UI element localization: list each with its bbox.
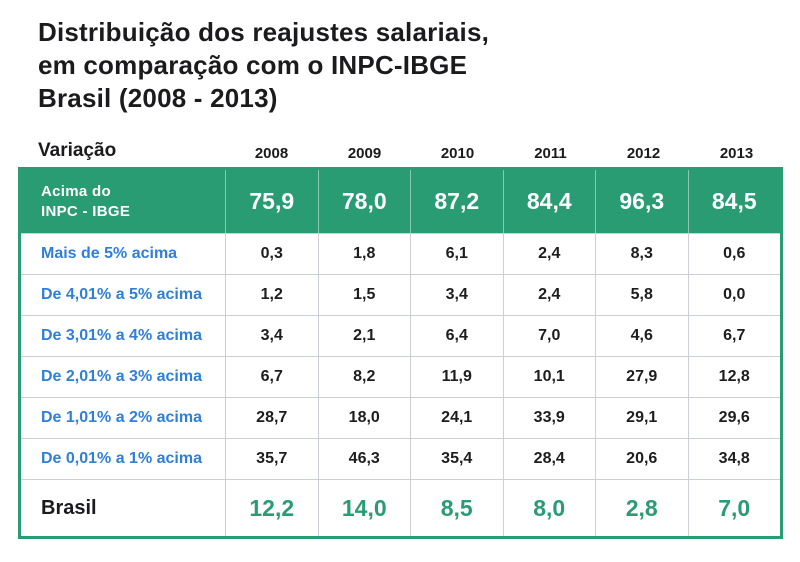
- table-cell: 12,2: [225, 480, 318, 537]
- table-cell: 1,8: [317, 234, 411, 275]
- table-row: De 3,01% a 4% acima 3,4 2,1 6,4 7,0 4,6 …: [21, 315, 781, 357]
- year-header-2009: 2009: [347, 145, 382, 163]
- table-cell: 29,6: [687, 398, 781, 439]
- table-cell: 96,3: [595, 170, 688, 234]
- page-title: Distribuição dos reajustes salariais, em…: [38, 16, 800, 114]
- table-cell: 0,6: [687, 234, 781, 275]
- row-label: De 4,01% a 5% acima: [41, 286, 202, 304]
- table-cell: 87,2: [410, 170, 503, 234]
- table-cell: 0,0: [687, 275, 781, 316]
- table-cell: 84,5: [687, 170, 781, 234]
- table-cell: 6,4: [410, 316, 503, 357]
- table-cell: 27,9: [595, 357, 688, 398]
- table-cell: 12,8: [687, 357, 781, 398]
- table-cell: 8,3: [595, 234, 688, 275]
- table-cell: 3,4: [410, 275, 503, 316]
- table-cell: 34,8: [687, 439, 781, 480]
- table-cell: 84,4: [502, 170, 596, 234]
- table-cell: 7,0: [502, 316, 596, 357]
- row-label: De 0,01% a 1% acima: [41, 450, 202, 468]
- table-cell: 1,2: [225, 275, 318, 316]
- column-header-row: Variação 2008 2009 2010 2011 2012 2013: [18, 140, 783, 162]
- row-label-line-2: INPC - IBGE: [41, 202, 131, 220]
- table-cell: 5,8: [595, 275, 688, 316]
- table-row: De 2,01% a 3% acima 6,7 8,2 11,9 10,1 27…: [21, 356, 781, 398]
- table-cell: 6,7: [225, 357, 318, 398]
- table-cell: 28,4: [502, 439, 596, 480]
- year-header-2010: 2010: [440, 145, 475, 163]
- year-header-2012: 2012: [626, 145, 661, 163]
- table-cell: 46,3: [317, 439, 411, 480]
- table-cell: 28,7: [225, 398, 318, 439]
- table-header-row-acima-inpc: Acima do INPC - IBGE 75,9 78,0 87,2 84,4…: [21, 170, 781, 234]
- table-footer-row-brasil: Brasil 12,2 14,0 8,5 8,0 2,8 7,0: [21, 479, 781, 537]
- row-label: De 1,01% a 2% acima: [41, 409, 202, 427]
- table-cell: 3,4: [225, 316, 318, 357]
- table-cell: 14,0: [317, 480, 411, 537]
- table-cell: 2,1: [317, 316, 411, 357]
- table-cell: 78,0: [317, 170, 411, 234]
- row-label: Mais de 5% acima: [41, 245, 178, 263]
- table-cell: 35,7: [225, 439, 318, 480]
- table-cell: 33,9: [502, 398, 596, 439]
- year-header-2013: 2013: [719, 145, 754, 163]
- table-cell: 6,7: [687, 316, 781, 357]
- title-line-3: Brasil (2008 - 2013): [38, 82, 278, 113]
- table-cell: 29,1: [595, 398, 688, 439]
- year-header-2008: 2008: [254, 145, 289, 163]
- table-cell: 35,4: [410, 439, 503, 480]
- table-cell: 2,4: [502, 234, 596, 275]
- table-cell: 4,6: [595, 316, 688, 357]
- table-cell: 11,9: [410, 357, 503, 398]
- table-row: Mais de 5% acima 0,3 1,8 6,1 2,4 8,3 0,6: [21, 233, 781, 275]
- table-cell: 18,0: [317, 398, 411, 439]
- data-table: Acima do INPC - IBGE 75,9 78,0 87,2 84,4…: [18, 167, 783, 540]
- table-cell: 8,2: [317, 357, 411, 398]
- table-cell: 1,5: [317, 275, 411, 316]
- table-cell: 20,6: [595, 439, 688, 480]
- variation-column-header: Variação: [38, 140, 117, 162]
- row-label: De 2,01% a 3% acima: [41, 368, 202, 386]
- table-cell: 6,1: [410, 234, 503, 275]
- title-line-2: em comparação com o INPC-IBGE: [38, 49, 468, 80]
- table-cell: 10,1: [502, 357, 596, 398]
- table-row: De 4,01% a 5% acima 1,2 1,5 3,4 2,4 5,8 …: [21, 274, 781, 316]
- row-label-brasil: Brasil: [41, 496, 97, 519]
- year-header-2011: 2011: [534, 145, 567, 163]
- table-cell: 24,1: [410, 398, 503, 439]
- table-cell: 8,0: [502, 480, 596, 537]
- table-cell: 75,9: [225, 170, 318, 234]
- table-row: De 0,01% a 1% acima 35,7 46,3 35,4 28,4 …: [21, 438, 781, 480]
- row-label: De 3,01% a 4% acima: [41, 327, 202, 345]
- row-label-acima-inpc: Acima do INPC - IBGE: [21, 170, 225, 233]
- table-cell: 8,5: [410, 480, 503, 537]
- table-cell: 2,4: [502, 275, 596, 316]
- table-cell: 0,3: [225, 234, 318, 275]
- table-row: De 1,01% a 2% acima 28,7 18,0 24,1 33,9 …: [21, 397, 781, 439]
- row-label-line-1: Acima do: [41, 182, 111, 200]
- table-cell: 2,8: [595, 480, 688, 537]
- table-cell: 7,0: [687, 480, 781, 537]
- title-line-1: Distribuição dos reajustes salariais,: [38, 17, 490, 47]
